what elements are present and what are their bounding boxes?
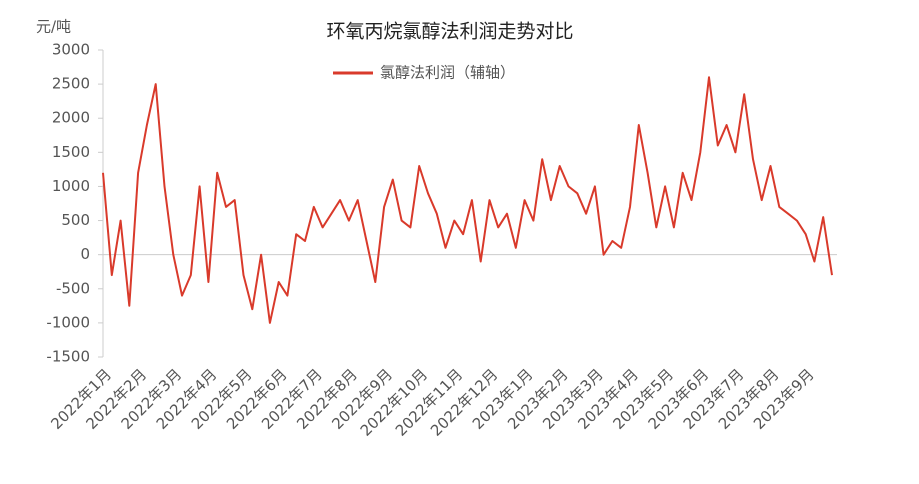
y-unit: 元/吨 — [36, 18, 71, 36]
y-tick-label: 2500 — [52, 75, 90, 93]
y-tick-label: 2000 — [52, 109, 90, 127]
y-tick-label: -500 — [56, 279, 90, 297]
y-tick-label: -1000 — [46, 313, 90, 331]
y-tick-label: 3000 — [52, 41, 90, 59]
y-tick-label: 0 — [80, 245, 90, 263]
line — [102, 76, 833, 324]
legend-label: 氯醇法利润（辅轴） — [380, 64, 515, 82]
y-tick-label: 1500 — [52, 143, 90, 161]
chart-title: 环氧丙烷氯醇法利润走势对比 — [326, 21, 573, 43]
y-tick-label: 1000 — [52, 177, 90, 195]
y-tick-label: -1500 — [46, 348, 90, 366]
y-tick-label: 500 — [61, 211, 90, 229]
